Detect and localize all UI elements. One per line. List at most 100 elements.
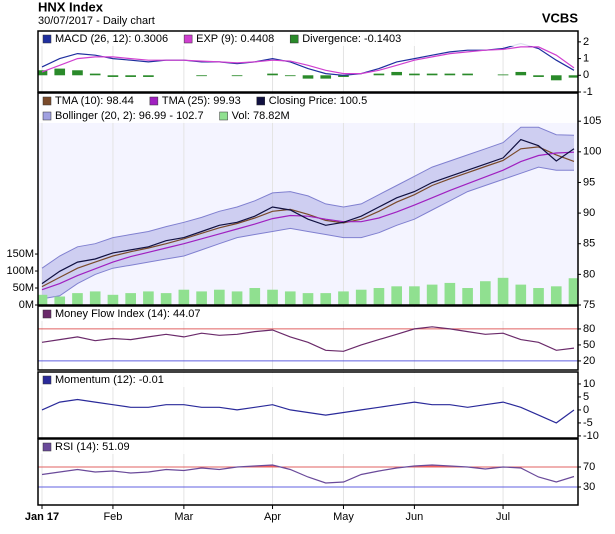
layer: [41, 93, 575, 305]
y-tick-label: 10: [583, 378, 595, 390]
legend-strip: [39, 94, 577, 123]
bar: [231, 75, 243, 77]
band-fill: [42, 127, 574, 299]
bar: [320, 293, 332, 305]
legend-strip: [39, 373, 577, 387]
y-tick-label: 100: [583, 146, 601, 158]
y-tick-label: 20: [583, 355, 595, 367]
bar: [72, 70, 83, 76]
legend-swatch: [256, 96, 265, 106]
bar: [444, 282, 456, 305]
legend-label: TMA (10): 98.44: [55, 95, 134, 107]
y2-tick-label: 100M: [6, 265, 34, 277]
bar: [409, 286, 420, 305]
y-tick-label: 30: [583, 481, 595, 493]
series-line: [41, 398, 575, 424]
panel-frame: [37, 438, 579, 506]
layer: [38, 68, 578, 81]
bar: [284, 75, 296, 77]
y-tick-label: 90: [583, 207, 595, 219]
y-tick-label: 1: [583, 52, 589, 64]
y2-tick-label: 50M: [13, 282, 34, 294]
bar: [409, 73, 420, 76]
y-tick-label: 0: [583, 404, 589, 416]
bar: [214, 289, 225, 305]
legend-swatch: [42, 96, 52, 106]
bar: [38, 70, 48, 76]
legend-swatch: [183, 34, 193, 44]
bar: [72, 293, 83, 305]
bar: [89, 291, 101, 305]
bar: [568, 75, 578, 78]
legend-label: TMA (25): 99.93: [162, 95, 241, 107]
y-tick-label: -5: [583, 417, 593, 429]
bar: [373, 288, 385, 305]
legend-strip: [39, 307, 577, 321]
legend-swatch: [42, 34, 52, 44]
y-tick-label: 2: [583, 36, 589, 48]
layer: [41, 326, 575, 352]
bar: [480, 281, 491, 305]
y-tick-label: 5: [583, 391, 589, 403]
y-tick-label: 95: [583, 176, 595, 188]
series-line: [41, 146, 575, 288]
brand: VCBS: [542, 10, 578, 25]
x-tick-label: Mar: [174, 511, 193, 523]
x-tick-label: Apr: [264, 511, 281, 523]
bar: [391, 71, 402, 76]
bar: [160, 293, 172, 305]
panel: [38, 93, 578, 305]
legend-swatch: [219, 111, 228, 121]
plot-area: [38, 93, 578, 305]
chart-subtitle: 30/07/2017 - Daily chart: [38, 15, 155, 27]
panel-frame: [37, 30, 579, 93]
legend-label: Divergence: -0.1403: [302, 33, 401, 45]
bar: [426, 284, 438, 305]
legend-swatch: [42, 111, 52, 121]
bar: [125, 75, 136, 77]
legend-swatch: [289, 34, 299, 44]
bar: [267, 289, 278, 305]
bar: [125, 293, 136, 305]
bar: [550, 286, 562, 305]
bar: [196, 75, 207, 77]
bar: [54, 68, 66, 76]
bar: [196, 291, 207, 305]
plot-area: [38, 306, 578, 370]
legend-swatch: [42, 442, 52, 452]
legend-label: Momentum (12): -0.01: [55, 374, 164, 386]
bar: [178, 289, 190, 305]
bar: [338, 291, 349, 305]
y2-tick-label: 150M: [6, 248, 34, 260]
bar: [284, 291, 296, 305]
panel-frame: [37, 371, 579, 439]
legend-swatch: [42, 375, 52, 385]
legend-label: EXP (9): 0.4408: [196, 33, 274, 45]
legend-strip: [39, 32, 577, 46]
series-line: [41, 138, 575, 285]
legend-label: Vol: 78.82M: [232, 110, 290, 122]
y2-tick-label: 0M: [19, 299, 34, 311]
layer: [41, 398, 575, 424]
bar: [462, 288, 473, 305]
x-tick-label: Feb: [103, 511, 122, 523]
x-tick-label: Jan 17: [25, 511, 59, 523]
y-tick-label: 50: [583, 339, 595, 351]
legend-label: MACD (26, 12): 0.3006: [55, 33, 168, 45]
legend-label: Bollinger (20, 2): 96.99 - 102.7: [55, 110, 204, 122]
x-tick-label: Jun: [406, 511, 424, 523]
layer: [38, 277, 578, 305]
y-tick-label: -10: [583, 430, 599, 442]
layer: [41, 464, 575, 484]
bar: [373, 73, 385, 76]
bar: [568, 278, 578, 305]
bar: [515, 71, 527, 76]
bar: [533, 75, 544, 77]
series-line: [41, 151, 575, 291]
y-tick-label: 80: [583, 323, 595, 335]
y-tick-label: 0: [583, 69, 589, 81]
bar: [497, 277, 509, 305]
bar: [320, 75, 332, 79]
y-tick-label: 75: [583, 299, 595, 311]
